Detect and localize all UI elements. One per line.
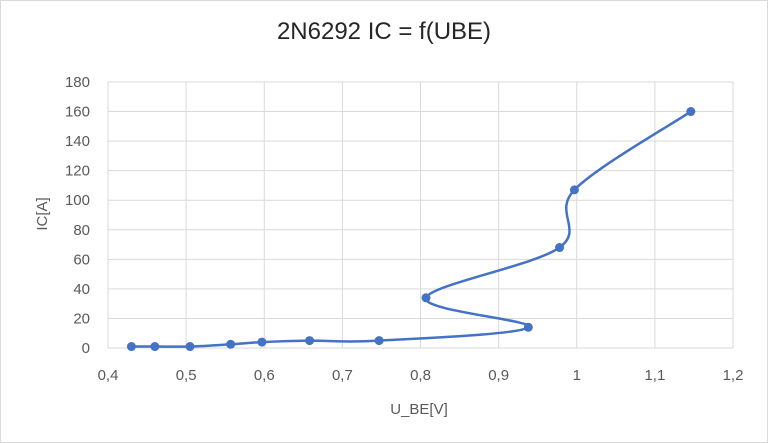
x-tick-label: 1 bbox=[573, 367, 581, 384]
x-tick-label: 0,5 bbox=[176, 367, 197, 384]
data-point bbox=[421, 293, 431, 303]
data-point bbox=[185, 342, 195, 352]
y-tick-label: 180 bbox=[65, 74, 90, 91]
y-tick-label: 40 bbox=[73, 281, 90, 298]
data-point bbox=[150, 342, 160, 352]
data-point bbox=[226, 339, 236, 349]
data-series bbox=[126, 107, 696, 352]
x-tick-label: 0,7 bbox=[332, 367, 353, 384]
x-tick-label: 1,2 bbox=[723, 367, 744, 384]
gridlines bbox=[107, 81, 734, 349]
axes: 0,4 0,5 0,6 0,7 0,8 0,9 1 1,1 1,2 0 20 40 60 80 100 120… bbox=[65, 74, 743, 384]
y-tick-label: 160 bbox=[65, 104, 90, 121]
series-line bbox=[131, 110, 692, 348]
data-point bbox=[305, 336, 315, 346]
data-point bbox=[374, 336, 384, 346]
y-tick-label: 20 bbox=[73, 310, 90, 327]
y-tick-label: 60 bbox=[73, 251, 90, 268]
x-tick-label: 1,1 bbox=[644, 367, 665, 384]
data-point bbox=[555, 243, 565, 253]
chart-title: 2N6292 IC = f(UBE) bbox=[276, 18, 492, 45]
x-tick-label: 0,4 bbox=[98, 367, 119, 384]
y-axis-title: IC[A] bbox=[34, 197, 51, 230]
x-axis-title: U_BE[V] bbox=[390, 401, 448, 418]
x-tick-label: 0,8 bbox=[410, 367, 431, 384]
x-tick-label: 0,9 bbox=[488, 367, 509, 384]
y-tick-label: 0 bbox=[82, 340, 90, 357]
y-tick-label: 100 bbox=[65, 192, 90, 209]
y-tick-label: 140 bbox=[65, 133, 90, 150]
y-tick-label: 80 bbox=[73, 222, 90, 239]
data-point bbox=[686, 107, 696, 117]
x-tick-label: 0,6 bbox=[254, 367, 275, 384]
data-point bbox=[569, 185, 579, 195]
data-point bbox=[257, 337, 267, 347]
y-tick-label: 120 bbox=[65, 163, 90, 180]
data-point bbox=[523, 322, 533, 332]
data-point bbox=[126, 342, 136, 352]
